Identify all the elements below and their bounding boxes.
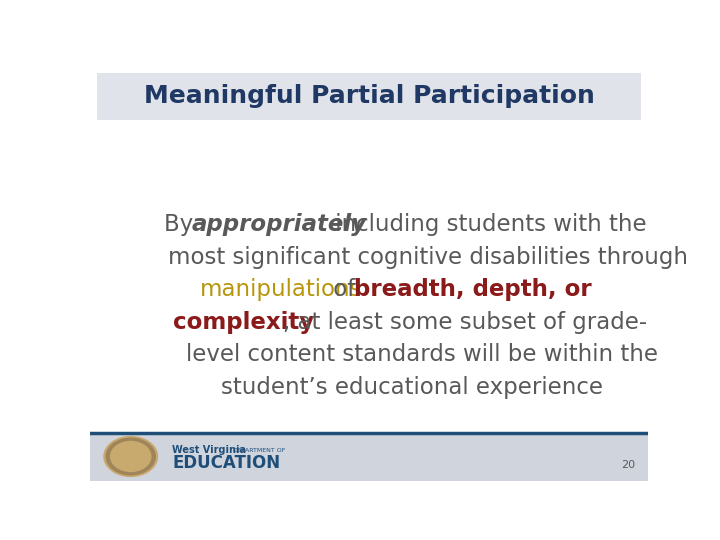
Text: DEPARTMENT OF: DEPARTMENT OF xyxy=(231,448,286,453)
Text: West Virginia: West Virginia xyxy=(172,446,246,455)
Text: EDUCATION: EDUCATION xyxy=(172,454,280,472)
Text: appropriately: appropriately xyxy=(192,213,367,237)
Circle shape xyxy=(104,436,158,476)
Text: student’s educational experience: student’s educational experience xyxy=(221,375,603,399)
Text: complexity: complexity xyxy=(174,310,315,334)
FancyBboxPatch shape xyxy=(97,73,641,120)
Circle shape xyxy=(106,438,156,475)
Text: breadth, depth, or: breadth, depth, or xyxy=(354,278,592,301)
Text: level content standards will be within the: level content standards will be within t… xyxy=(186,343,658,366)
Circle shape xyxy=(111,442,150,471)
FancyBboxPatch shape xyxy=(90,433,648,481)
Text: most significant cognitive disabilities through: most significant cognitive disabilities … xyxy=(168,246,688,269)
Text: By: By xyxy=(163,213,200,237)
Text: Meaningful Partial Participation: Meaningful Partial Participation xyxy=(143,84,595,109)
Text: manipulations: manipulations xyxy=(200,278,362,301)
Text: , at least some subset of grade-: , at least some subset of grade- xyxy=(282,310,647,334)
Text: including students with the: including students with the xyxy=(328,213,646,237)
Text: 20: 20 xyxy=(621,460,636,470)
Text: of: of xyxy=(325,278,362,301)
